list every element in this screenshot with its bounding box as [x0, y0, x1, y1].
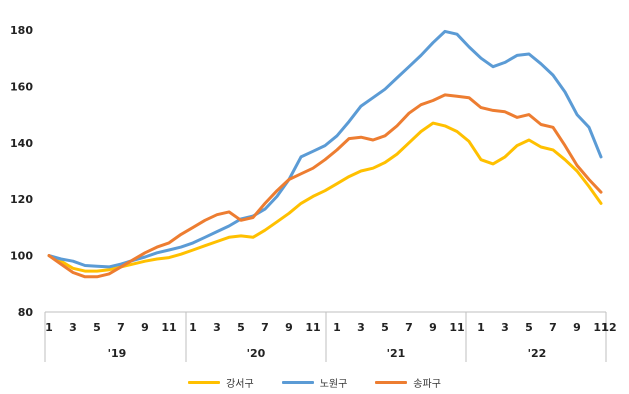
x-tick-label-11: 11: [305, 321, 320, 334]
y-tick-label-4: 160: [10, 80, 33, 93]
y-tick-label-3: 140: [10, 137, 33, 150]
year-label-2: '21: [387, 347, 406, 360]
x-tick-label-16: 9: [429, 321, 437, 334]
x-tick-label-20: 5: [525, 321, 533, 334]
x-tick-label-3: 7: [117, 321, 125, 334]
year-labels: '19 '20 '21 '22: [108, 347, 547, 360]
y-axis-ticks: 80 100 120 140 160 180: [10, 24, 33, 319]
y-tick-label-0: 80: [18, 306, 34, 319]
x-tick-label-6: 1: [189, 321, 197, 334]
x-tick-label-10: 9: [285, 321, 293, 334]
x-tick-label-23: 11: [593, 321, 608, 334]
x-tick-label-17: 11: [449, 321, 464, 334]
year-label-0: '19: [108, 347, 127, 360]
x-tick-label-7: 3: [213, 321, 221, 334]
x-tick-label-5: 11: [161, 321, 176, 334]
x-tick-label-0: 1: [45, 321, 53, 334]
legend-swatch-series-2: [375, 380, 408, 384]
x-tick-label-14: 5: [381, 321, 389, 334]
year-label-3: '22: [528, 347, 547, 360]
x-tick-label-22: 9: [573, 321, 581, 334]
x-tick-label-2: 5: [93, 321, 101, 334]
legend-item-series-1: 노원구: [281, 375, 348, 390]
series-line-1: [47, 29, 603, 269]
series-layer: [47, 29, 603, 279]
x-tick-label-15: 7: [405, 321, 413, 334]
x-tick-label-21: 7: [549, 321, 557, 334]
legend-item-series-0: 강서구: [188, 375, 254, 390]
series-line-2: [47, 93, 603, 279]
x-tick-label-9: 7: [261, 321, 269, 334]
year-label-1: '20: [247, 347, 266, 360]
x-tick-label-19: 3: [501, 321, 509, 334]
legend: 강서구 노원구 송파구: [0, 373, 629, 391]
legend-item-series-2: 송파구: [375, 375, 441, 390]
legend-swatch-series-0: [188, 380, 221, 384]
x-tick-label-1: 3: [69, 321, 77, 334]
x-tick-label-8: 5: [237, 321, 245, 334]
x-tick-label-18: 1: [477, 321, 485, 334]
legend-label-series-0: 강서구: [226, 378, 254, 390]
legend-label-series-1: 노원구: [319, 378, 348, 390]
axes: [44, 311, 607, 362]
legend-swatch-series-1: [281, 380, 314, 384]
x-tick-label-24: 12: [601, 321, 616, 334]
legend-label-series-2: 송파구: [413, 378, 441, 390]
series-line-0: [47, 121, 603, 273]
y-tick-label-1: 100: [10, 250, 33, 263]
x-tick-label-4: 9: [141, 321, 149, 334]
y-tick-label-5: 180: [10, 24, 33, 37]
x-tick-label-12: 1: [333, 321, 341, 334]
x-tick-label-13: 3: [357, 321, 365, 334]
y-tick-label-2: 120: [10, 193, 33, 206]
